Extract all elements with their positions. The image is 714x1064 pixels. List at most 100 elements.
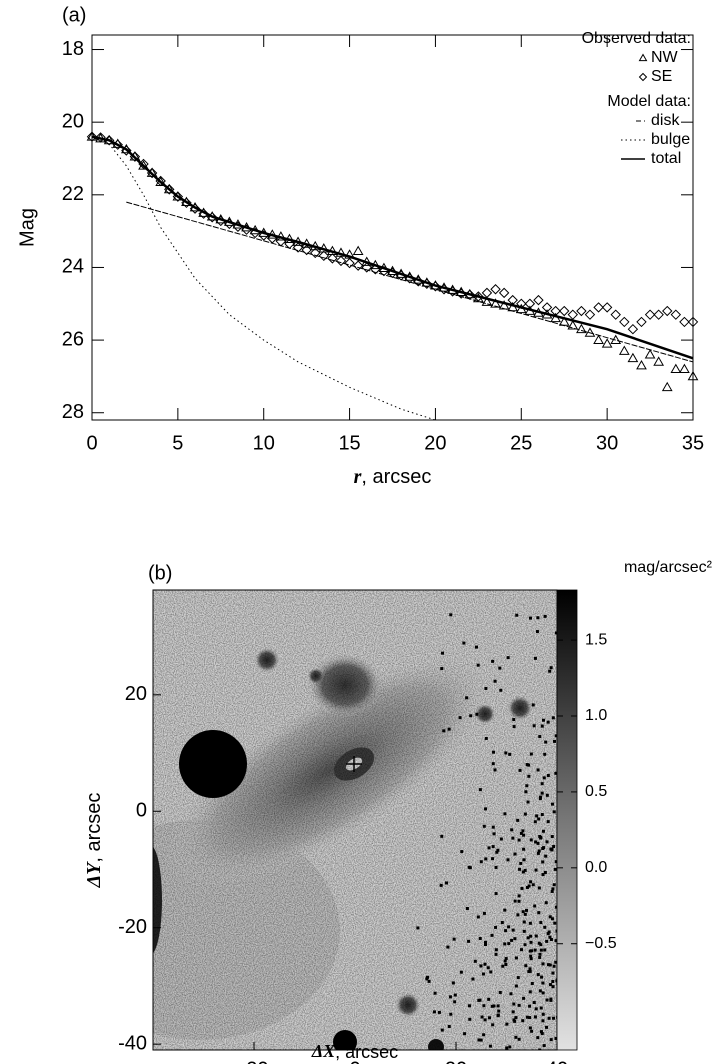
noise-pixel: [521, 1019, 525, 1023]
noise-pixel: [549, 666, 553, 670]
noise-pixel: [550, 889, 554, 893]
noise-pixel: [536, 841, 540, 845]
noise-pixel: [522, 929, 526, 933]
noise-pixel: [554, 631, 557, 635]
noise-pixel: [549, 937, 553, 941]
noise-pixel: [538, 1048, 542, 1050]
noise-pixel: [525, 908, 529, 912]
colorbar-tick-label: 1.0: [585, 707, 607, 724]
noise-pixel: [529, 957, 533, 961]
galaxy-image: [153, 590, 557, 1050]
noise-pixel: [522, 858, 526, 862]
noise-pixel: [449, 1012, 453, 1016]
noise-pixel: [552, 1016, 556, 1020]
noise-pixel: [542, 776, 546, 780]
noise-pixel: [550, 917, 554, 921]
noise-pixel: [531, 883, 535, 887]
noise-pixel: [498, 666, 502, 670]
noise-pixel: [494, 892, 498, 896]
noise-pixel: [554, 905, 557, 909]
noise-pixel: [530, 981, 534, 985]
x-tick-label: 30: [596, 432, 618, 454]
noise-pixel: [491, 825, 495, 829]
noise-pixel: [541, 873, 545, 877]
noise-pixel: [508, 752, 512, 756]
legend-label: NW: [651, 49, 679, 66]
x-tick-label: 15: [338, 432, 360, 454]
diamond-marker: [344, 257, 355, 269]
noise-pixel: [494, 925, 498, 929]
noise-pixel: [458, 716, 462, 720]
noise-pixel: [440, 1028, 444, 1032]
noise-pixel: [513, 1019, 517, 1023]
noise-pixel: [508, 1045, 512, 1049]
noise-pixel: [551, 971, 555, 975]
noise-pixel: [537, 941, 541, 945]
noise-pixel: [554, 734, 557, 738]
noise-pixel: [518, 768, 522, 772]
noise-pixel: [496, 848, 500, 852]
noise-pixel: [540, 813, 544, 817]
noise-pixel: [513, 899, 517, 903]
noise-pixel: [488, 1044, 492, 1048]
noise-pixel: [468, 1004, 472, 1008]
noise-pixel: [518, 867, 522, 871]
noise-pixel: [534, 840, 538, 844]
noise-pixel: [546, 820, 550, 824]
noise-pixel: [539, 943, 543, 947]
colorbar: [556, 589, 578, 1051]
noise-pixel: [459, 970, 463, 974]
diamond-marker: [370, 264, 381, 275]
noise-pixel: [494, 952, 498, 956]
noise-pixel: [519, 948, 523, 952]
noise-pixel: [520, 886, 524, 890]
colorbar-label: mag/arcsec²: [624, 559, 713, 576]
noise-pixel: [512, 725, 516, 729]
noise-pixel: [541, 1019, 545, 1023]
noise-pixel: [482, 1004, 486, 1008]
noise-pixel: [534, 1007, 538, 1011]
noise-pixel: [491, 1023, 495, 1027]
noise-pixel: [492, 750, 496, 754]
noise-pixel: [416, 926, 420, 930]
noise-pixel: [522, 847, 526, 851]
noise-pixel: [447, 727, 451, 731]
noise-pixel: [484, 942, 488, 946]
legend-label: total: [651, 150, 681, 167]
noise-pixel: [529, 752, 533, 756]
noise-pixel: [482, 911, 486, 915]
triangle-marker: [627, 352, 639, 363]
noise-pixel: [538, 735, 542, 739]
x-tick-label: 35: [682, 432, 704, 454]
noise-pixel: [509, 992, 513, 996]
noise-pixel: [490, 933, 494, 937]
noise-pixel: [522, 833, 526, 837]
noise-pixel: [546, 720, 550, 724]
diamond-marker: [576, 305, 587, 317]
noise-pixel: [479, 1038, 483, 1042]
triangle-marker: [601, 338, 613, 348]
triangle-marker: [576, 323, 587, 334]
noise-pixel: [517, 1037, 521, 1041]
noise-pixel: [499, 688, 503, 692]
noise-pixel: [541, 846, 545, 850]
noise-pixel: [521, 910, 525, 914]
noise-pixel: [503, 812, 507, 816]
noise-pixel: [550, 835, 554, 839]
noise-pixel: [482, 1033, 486, 1037]
noise-pixel: [514, 956, 518, 960]
noise-pixel: [529, 954, 533, 958]
noise-pixel: [552, 964, 556, 968]
noise-pixel: [541, 991, 545, 995]
x-tick-label: 0: [349, 1058, 360, 1064]
noise-pixel: [544, 854, 548, 858]
noise-pixel: [476, 663, 480, 667]
x-tick-label: 20: [445, 1058, 467, 1064]
triangle-marker: [352, 245, 364, 255]
noise-pixel: [512, 718, 516, 722]
noise-pixel: [425, 977, 429, 981]
noise-pixel: [505, 1022, 509, 1026]
noise-pixel: [536, 768, 540, 772]
noise-pixel: [537, 817, 541, 821]
